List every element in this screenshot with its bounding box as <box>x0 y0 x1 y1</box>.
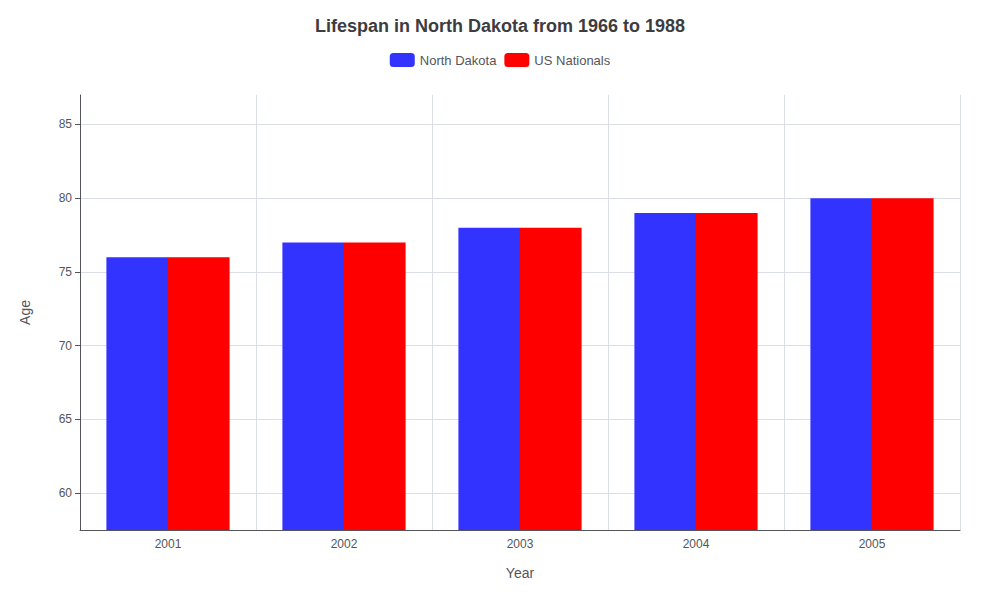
svg-text:2004: 2004 <box>683 537 710 551</box>
svg-text:75: 75 <box>59 265 73 279</box>
svg-text:60: 60 <box>59 486 73 500</box>
svg-text:North Dakota: North Dakota <box>420 53 497 68</box>
svg-text:80: 80 <box>59 191 73 205</box>
svg-text:70: 70 <box>59 339 73 353</box>
svg-text:2005: 2005 <box>859 537 886 551</box>
svg-text:2002: 2002 <box>331 537 358 551</box>
svg-text:2001: 2001 <box>155 537 182 551</box>
svg-text:2003: 2003 <box>507 537 534 551</box>
svg-text:Lifespan in North Dakota from: Lifespan in North Dakota from 1966 to 19… <box>315 16 685 36</box>
svg-text:85: 85 <box>59 117 73 131</box>
svg-text:Age: Age <box>17 300 33 325</box>
svg-text:Year: Year <box>506 565 535 581</box>
svg-text:65: 65 <box>59 412 73 426</box>
svg-text:US Nationals: US Nationals <box>534 53 610 68</box>
